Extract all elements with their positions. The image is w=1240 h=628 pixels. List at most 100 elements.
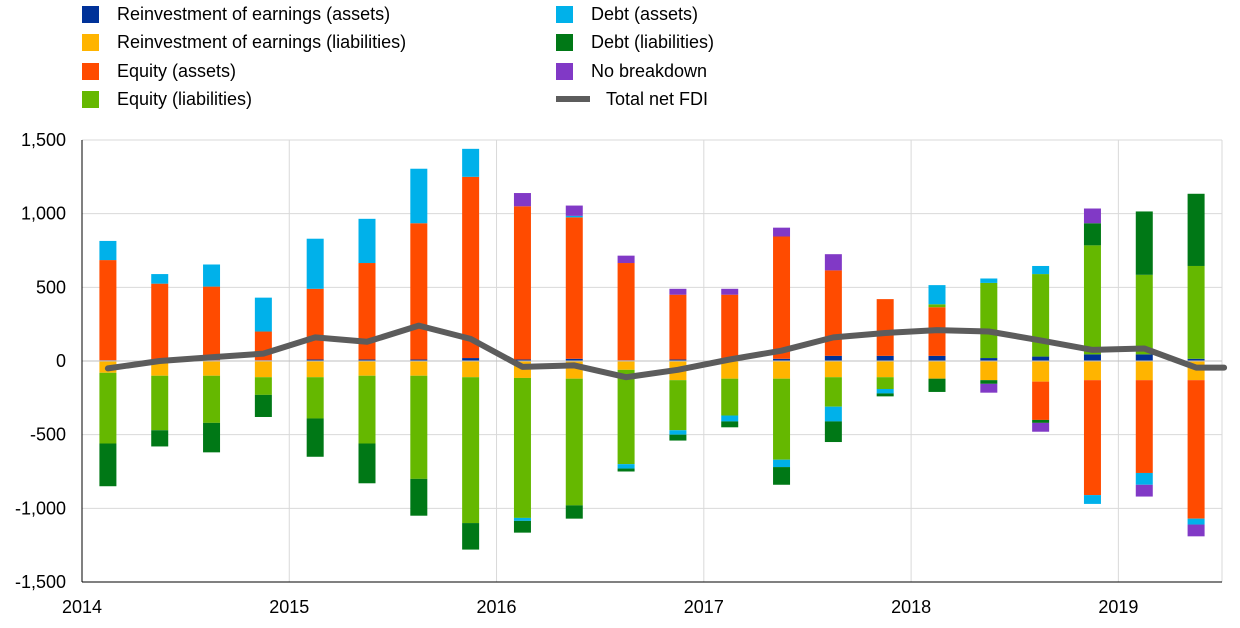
bar-series3-period19	[1083, 245, 1101, 355]
bar-series1-period3	[254, 361, 272, 378]
bar-series1-period16	[928, 361, 946, 379]
bar-series4-period4	[306, 238, 324, 289]
bar-series2-period18	[1032, 381, 1050, 420]
bar-series4-period14	[824, 406, 842, 422]
bar-series2-period13	[773, 236, 791, 359]
bar-series0-period21	[1187, 358, 1205, 361]
bar-series3-period8	[513, 377, 531, 518]
bar-series6-period20	[1135, 484, 1153, 497]
bar-series6-period11	[669, 288, 687, 295]
legend-item-reinvest-liabilities: Reinvestment of earnings (liabilities)	[82, 28, 406, 56]
bar-series5-period3	[254, 394, 272, 417]
bar-series3-period21	[1187, 265, 1205, 359]
bar-series4-period0	[99, 240, 117, 261]
bar-series5-period2	[203, 422, 221, 453]
legend-swatch-no-breakdown	[556, 62, 573, 80]
bar-series0-period16	[928, 355, 946, 361]
y-tick-label-0: -1,500	[15, 572, 66, 592]
legend-label-total-net-fdi: Total net FDI	[606, 88, 709, 109]
bar-series2-period2	[203, 286, 221, 361]
bar-series3-period1	[151, 375, 169, 431]
bar-series3-period17	[980, 282, 998, 359]
legend-item-equity-liabilities: Equity (liabilities)	[82, 85, 252, 113]
bar-series4-period7	[462, 148, 480, 177]
y-tick-label-2: -500	[30, 425, 66, 445]
bar-series1-period17	[980, 361, 998, 381]
bar-series2-period0	[99, 260, 117, 361]
bar-series5-period6	[410, 478, 428, 516]
x-tick-label-2014: 2014	[62, 597, 102, 617]
legend-item-equity-assets: Equity (assets)	[82, 57, 236, 85]
bar-series5-period7	[462, 523, 480, 550]
bar-series0-period11	[669, 359, 687, 361]
y-tick-label-5: 1,000	[21, 204, 66, 224]
bar-series0-period5	[358, 359, 376, 361]
bar-series6-period12	[721, 288, 739, 295]
bar-series3-period10	[617, 369, 635, 465]
legend-label-reinvest-assets: Reinvestment of earnings (assets)	[117, 3, 391, 24]
bar-series2-period11	[669, 294, 687, 360]
bar-series3-period3	[254, 377, 272, 395]
bar-series3-period14	[824, 377, 842, 407]
bar-series1-period18	[1032, 361, 1050, 382]
bar-series5-period11	[669, 434, 687, 441]
bar-series3-period20	[1135, 274, 1153, 355]
bar-series0-period19	[1083, 354, 1101, 361]
legend-swatch-equity-assets	[82, 62, 99, 80]
bar-series6-period9	[565, 205, 583, 216]
bar-series3-period11	[669, 380, 687, 431]
bar-series5-period20	[1135, 211, 1153, 275]
bar-series0-period7	[462, 358, 480, 361]
x-tick-label-2015: 2015	[269, 597, 309, 617]
x-tick-label-2018: 2018	[891, 597, 931, 617]
bar-series5-period4	[306, 418, 324, 457]
bar-series6-period17	[980, 383, 998, 393]
bar-series3-period9	[565, 378, 583, 506]
legend-label-reinvest-liabilities: Reinvestment of earnings (liabilities)	[117, 31, 407, 52]
bar-series0-period6	[410, 359, 428, 361]
bar-series5-period13	[773, 467, 791, 485]
bar-series4-period16	[928, 285, 946, 305]
legend-label-debt-assets: Debt (assets)	[591, 3, 699, 24]
legend-line-total-net-fdi	[556, 96, 590, 102]
x-tick-label-2017: 2017	[684, 597, 724, 617]
bar-series3-period13	[773, 378, 791, 460]
bar-series4-period9	[565, 215, 583, 218]
bar-series1-period1	[151, 361, 169, 376]
bar-series2-period12	[721, 294, 739, 360]
bar-series3-period5	[358, 375, 376, 444]
bar-series4-period19	[1083, 495, 1101, 504]
bar-series4-period12	[721, 415, 739, 422]
legend-label-no-breakdown: No breakdown	[591, 60, 708, 81]
bar-series2-period10	[617, 263, 635, 361]
bar-series4-period21	[1187, 518, 1205, 525]
bar-series5-period12	[721, 421, 739, 428]
legend-swatch-reinvest-assets	[82, 5, 99, 23]
bar-series1-period19	[1083, 361, 1101, 381]
legend-swatch-debt-assets	[556, 5, 573, 23]
bar-series2-period4	[306, 288, 324, 360]
bar-series5-period0	[99, 443, 117, 487]
bar-series1-period6	[410, 361, 428, 376]
bar-series0-period14	[824, 355, 842, 361]
legend-swatch-equity-liabilities	[82, 90, 99, 108]
legend-label-debt-liabilities: Debt (liabilities)	[591, 31, 715, 52]
bar-series3-period2	[203, 375, 221, 423]
bar-series1-period14	[824, 361, 842, 378]
bar-series4-period15	[876, 388, 894, 394]
bar-series4-period11	[669, 430, 687, 435]
y-tick-label-1: -1,000	[15, 498, 66, 518]
bar-series6-period13	[773, 227, 791, 237]
y-tick-label-4: 500	[36, 277, 66, 297]
legend-swatch-reinvest-liabilities	[82, 33, 99, 51]
bar-series1-period7	[462, 361, 480, 378]
line-total-net-fdi	[104, 322, 1228, 381]
bar-series4-period6	[410, 168, 428, 224]
bar-series5-period1	[151, 430, 169, 447]
bar-series2-period20	[1135, 380, 1153, 473]
bar-series0-period8	[513, 359, 531, 361]
legend-item-debt-assets: Debt (assets)	[556, 0, 698, 28]
bar-series4-period20	[1135, 472, 1153, 485]
bar-series4-period17	[980, 278, 998, 283]
